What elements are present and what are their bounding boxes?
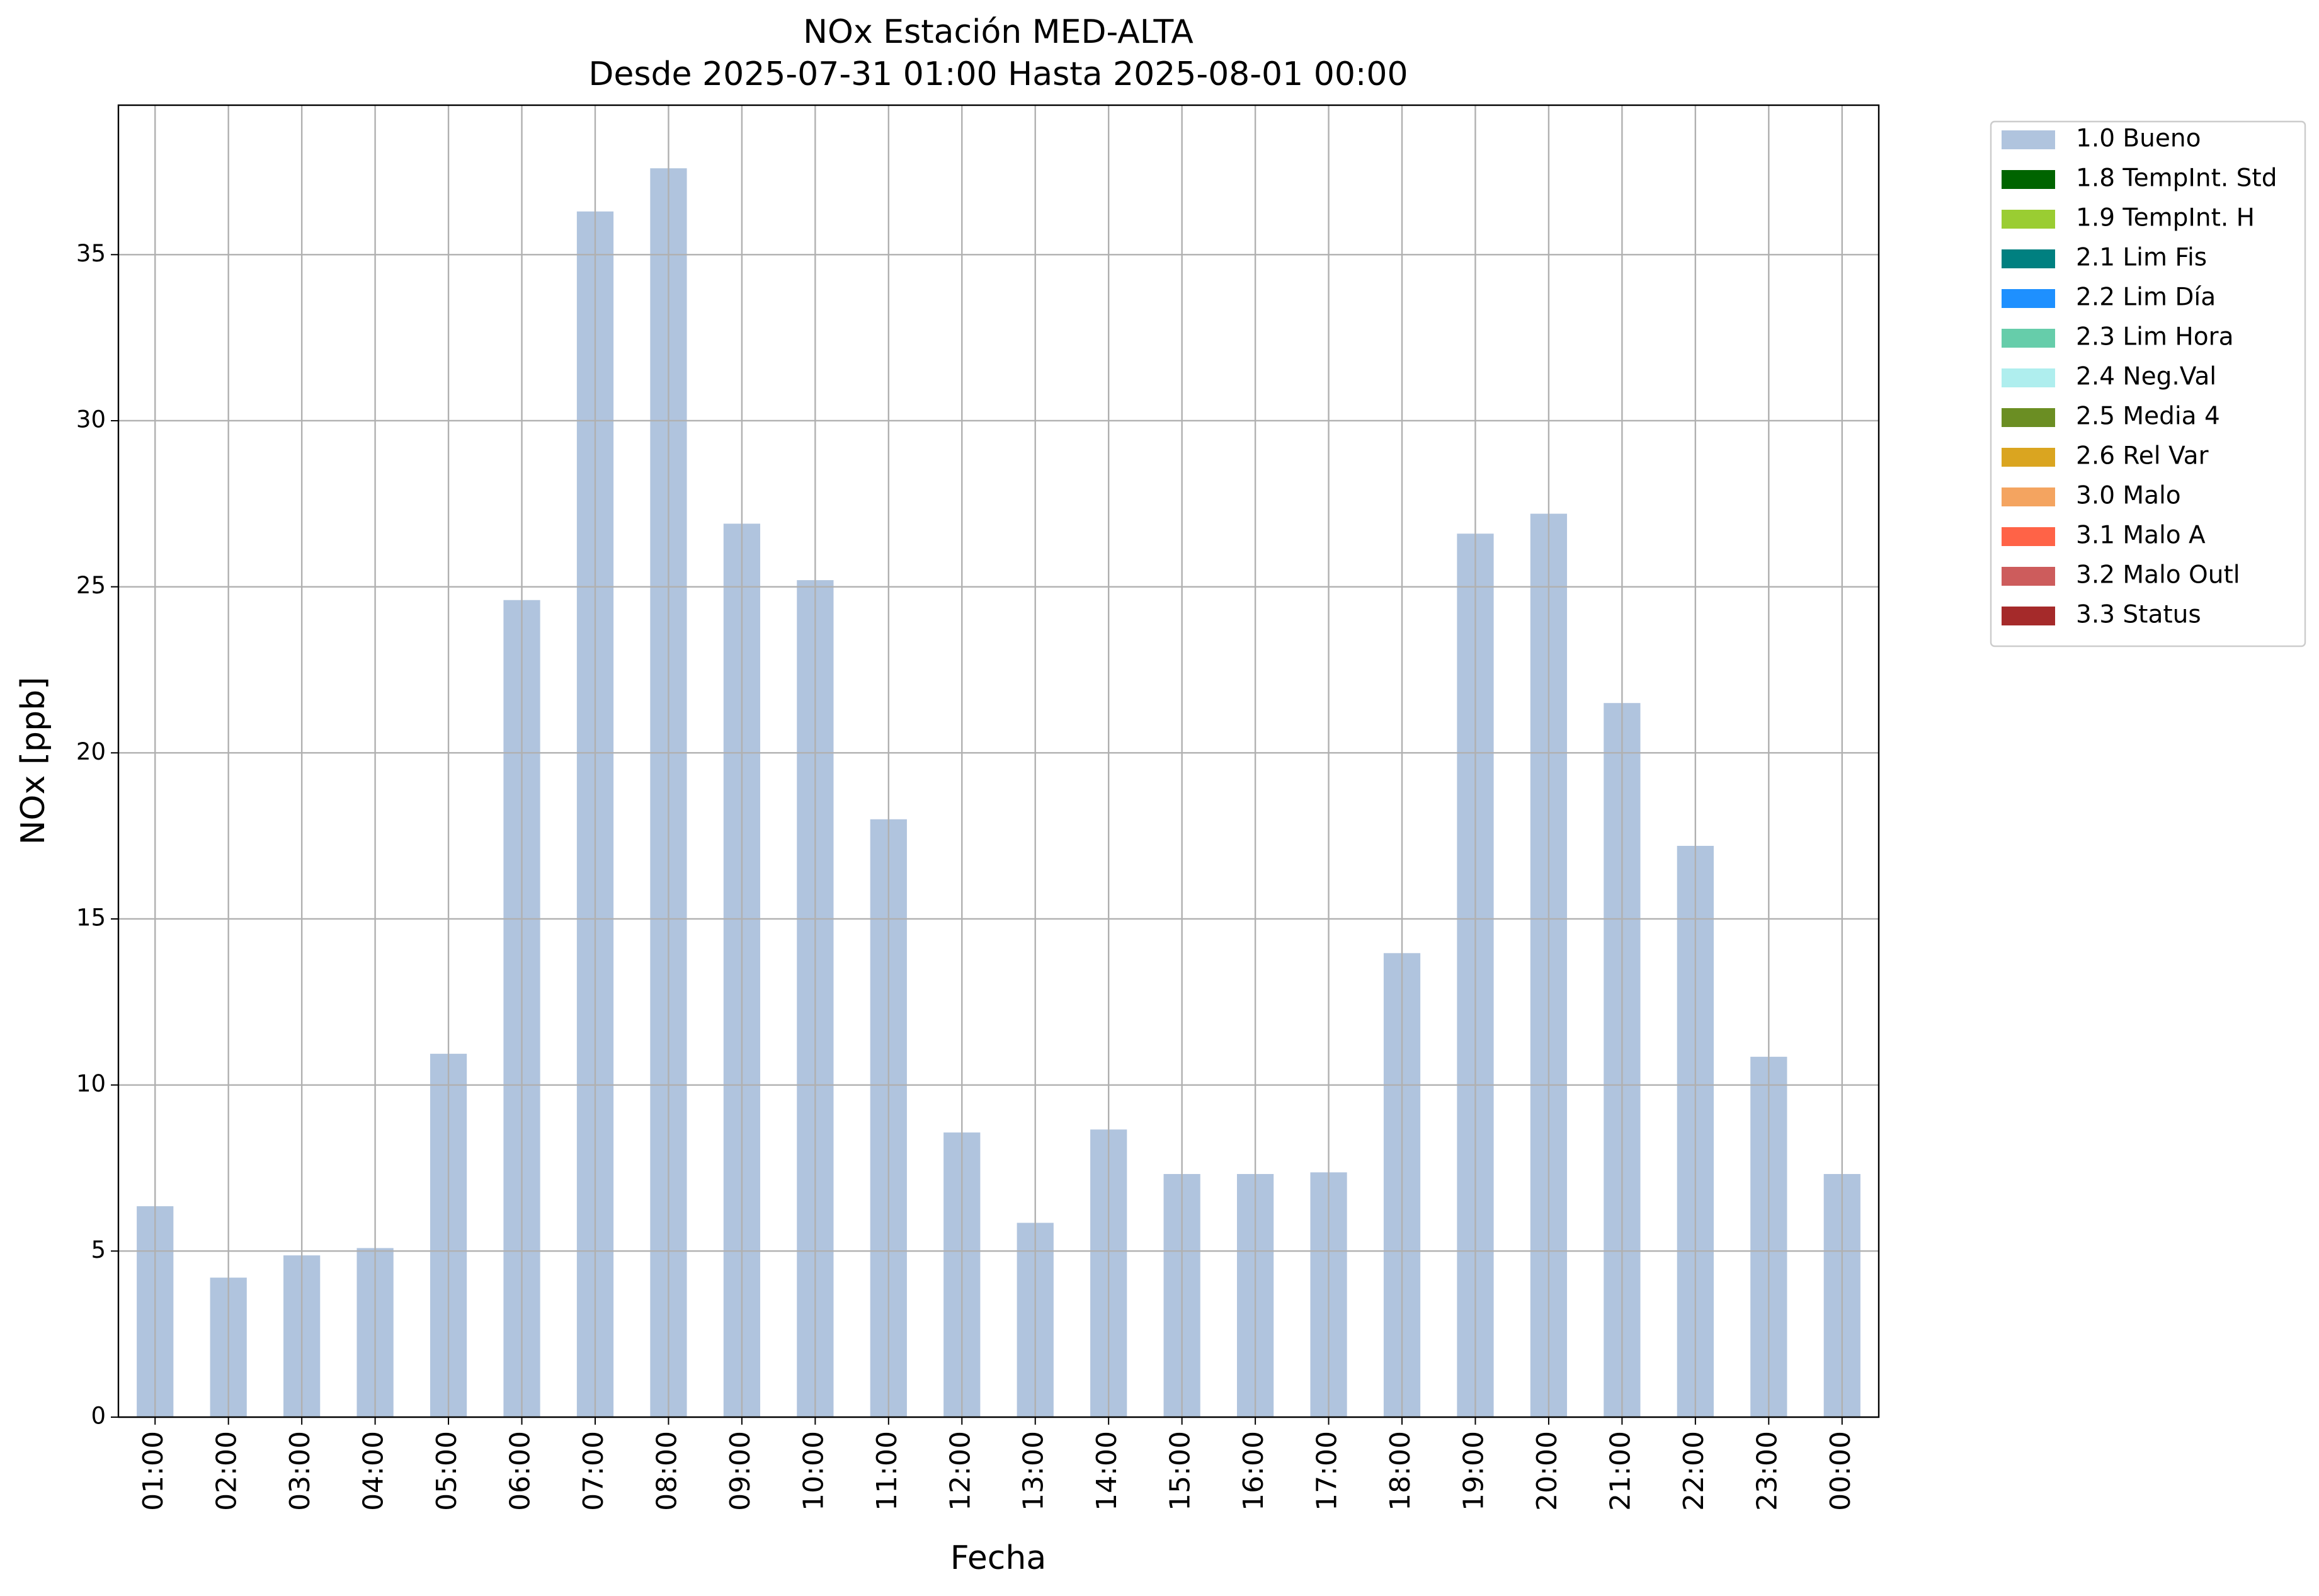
x-tick-label: 12:00 <box>944 1431 976 1511</box>
x-tick-label: 09:00 <box>724 1431 756 1511</box>
legend-label: 2.5 Media 4 <box>2076 402 2220 431</box>
legend-swatch <box>2002 210 2055 229</box>
x-tick-label: 00:00 <box>1825 1431 1857 1511</box>
legend-swatch <box>2002 607 2055 625</box>
legend-swatch <box>2002 130 2055 149</box>
legend-label: 3.1 Malo A <box>2076 522 2206 550</box>
y-tick-label: 5 <box>91 1236 106 1263</box>
x-tick-label: 23:00 <box>1751 1431 1783 1511</box>
y-tick-label: 15 <box>76 904 106 931</box>
x-tick-label: 13:00 <box>1018 1431 1050 1511</box>
legend-swatch <box>2002 249 2055 268</box>
legend-swatch <box>2002 289 2055 308</box>
x-tick-label: 05:00 <box>431 1431 463 1511</box>
y-tick-label: 25 <box>76 572 106 599</box>
x-tick-label: 21:00 <box>1604 1431 1636 1511</box>
legend-label: 3.0 Malo <box>2076 482 2181 510</box>
x-tick-label: 02:00 <box>211 1431 243 1511</box>
legend-label: 2.4 Neg.Val <box>2076 363 2216 391</box>
x-tick-label: 16:00 <box>1238 1431 1270 1511</box>
x-tick-label: 15:00 <box>1165 1431 1197 1511</box>
legend-swatch <box>2002 527 2055 546</box>
x-tick-label: 06:00 <box>504 1431 537 1511</box>
y-tick-label: 0 <box>91 1403 106 1430</box>
legend-label: 2.3 Lim Hora <box>2076 323 2234 351</box>
legend-label: 2.1 Lim Fis <box>2076 244 2207 272</box>
x-tick-label: 17:00 <box>1311 1431 1343 1511</box>
legend-swatch <box>2002 448 2055 467</box>
x-tick-label: 01:00 <box>137 1431 169 1511</box>
x-tick-label: 04:00 <box>358 1431 390 1511</box>
legend-label: 1.9 TempInt. H <box>2076 204 2255 232</box>
x-tick-label: 14:00 <box>1091 1431 1123 1511</box>
x-tick-label: 20:00 <box>1531 1431 1563 1511</box>
chart-title: Desde 2025-07-31 01:00 Hasta 2025-08-01 … <box>588 55 1408 93</box>
y-tick-label: 10 <box>76 1070 106 1097</box>
x-tick-label: 03:00 <box>284 1431 316 1511</box>
x-tick-label: 07:00 <box>578 1431 610 1511</box>
legend-swatch <box>2002 329 2055 348</box>
legend-label: 3.3 Status <box>2076 601 2201 629</box>
y-tick-label: 20 <box>76 738 106 765</box>
legend-label: 3.2 Malo Outl <box>2076 561 2240 590</box>
legend-swatch <box>2002 487 2055 506</box>
legend-label: 2.6 Rel Var <box>2076 442 2209 470</box>
chart-title: NOx Estación MED-ALTA <box>803 13 1194 51</box>
legend-label: 1.0 Bueno <box>2076 125 2201 153</box>
y-axis-label: NOx [ppb] <box>14 677 52 845</box>
legend-box <box>1990 120 2306 647</box>
x-tick-label: 19:00 <box>1457 1431 1490 1511</box>
legend-swatch <box>2002 567 2055 586</box>
y-tick-label: 30 <box>76 406 106 433</box>
legend-swatch <box>2002 408 2055 427</box>
legend-label: 2.2 Lim Día <box>2076 283 2216 312</box>
x-tick-label: 22:00 <box>1678 1431 1710 1511</box>
legend-label: 1.8 TempInt. Std <box>2076 164 2277 193</box>
legend-swatch <box>2002 170 2055 189</box>
x-tick-label: 18:00 <box>1384 1431 1416 1511</box>
x-tick-label: 08:00 <box>651 1431 683 1511</box>
plot-frame <box>117 104 1880 1418</box>
x-tick-label: 10:00 <box>797 1431 829 1511</box>
x-axis-label: Fecha <box>950 1539 1046 1577</box>
x-tick-label: 11:00 <box>871 1431 903 1511</box>
y-tick-label: 35 <box>76 240 106 267</box>
legend-swatch <box>2002 368 2055 387</box>
